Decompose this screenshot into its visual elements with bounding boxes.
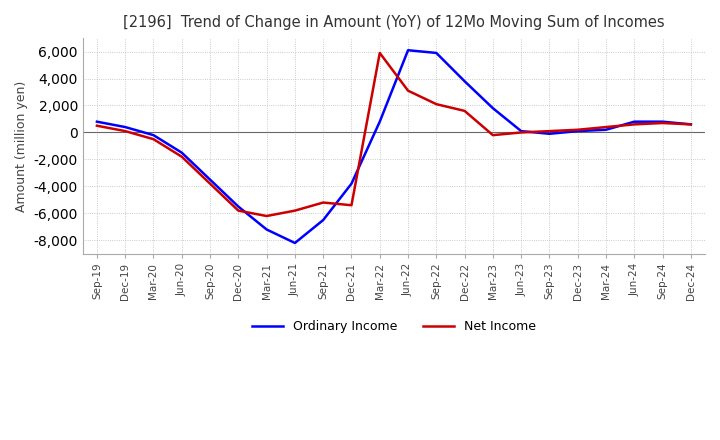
Ordinary Income (630, 119, 639, 125)
Ordinary Income (545, 131, 554, 136)
Ordinary Income (347, 181, 356, 186)
Net Income (121, 128, 130, 134)
Net Income (460, 108, 469, 114)
Ordinary Income (404, 48, 413, 53)
Net Income (206, 181, 215, 186)
Net Income (149, 136, 158, 142)
Ordinary Income (93, 119, 102, 125)
Ordinary Income (234, 204, 243, 209)
Ordinary Income (517, 128, 526, 134)
Title: [2196]  Trend of Change in Amount (YoY) of 12Mo Moving Sum of Incomes: [2196] Trend of Change in Amount (YoY) o… (123, 15, 665, 30)
Ordinary Income (687, 122, 696, 127)
Ordinary Income (177, 150, 186, 155)
Ordinary Income (262, 227, 271, 232)
Y-axis label: Amount (million yen): Amount (million yen) (15, 81, 28, 212)
Line: Net Income: Net Income (97, 53, 691, 216)
Ordinary Income (375, 119, 384, 125)
Net Income (432, 102, 441, 107)
Net Income (93, 123, 102, 128)
Ordinary Income (291, 240, 300, 246)
Ordinary Income (658, 119, 667, 125)
Net Income (291, 208, 300, 213)
Line: Ordinary Income: Ordinary Income (97, 50, 691, 243)
Net Income (177, 154, 186, 159)
Ordinary Income (121, 125, 130, 130)
Ordinary Income (319, 217, 328, 223)
Ordinary Income (206, 177, 215, 182)
Ordinary Income (573, 128, 582, 134)
Ordinary Income (149, 132, 158, 138)
Net Income (489, 132, 498, 138)
Ordinary Income (460, 79, 469, 84)
Net Income (262, 213, 271, 219)
Ordinary Income (602, 127, 611, 132)
Net Income (319, 200, 328, 205)
Net Income (347, 202, 356, 208)
Net Income (404, 88, 413, 93)
Net Income (234, 208, 243, 213)
Ordinary Income (489, 106, 498, 111)
Net Income (545, 128, 554, 134)
Net Income (658, 121, 667, 126)
Net Income (517, 130, 526, 135)
Net Income (375, 50, 384, 55)
Net Income (687, 122, 696, 127)
Net Income (602, 125, 611, 130)
Net Income (630, 122, 639, 127)
Ordinary Income (432, 50, 441, 55)
Legend: Ordinary Income, Net Income: Ordinary Income, Net Income (247, 315, 541, 338)
Net Income (573, 127, 582, 132)
